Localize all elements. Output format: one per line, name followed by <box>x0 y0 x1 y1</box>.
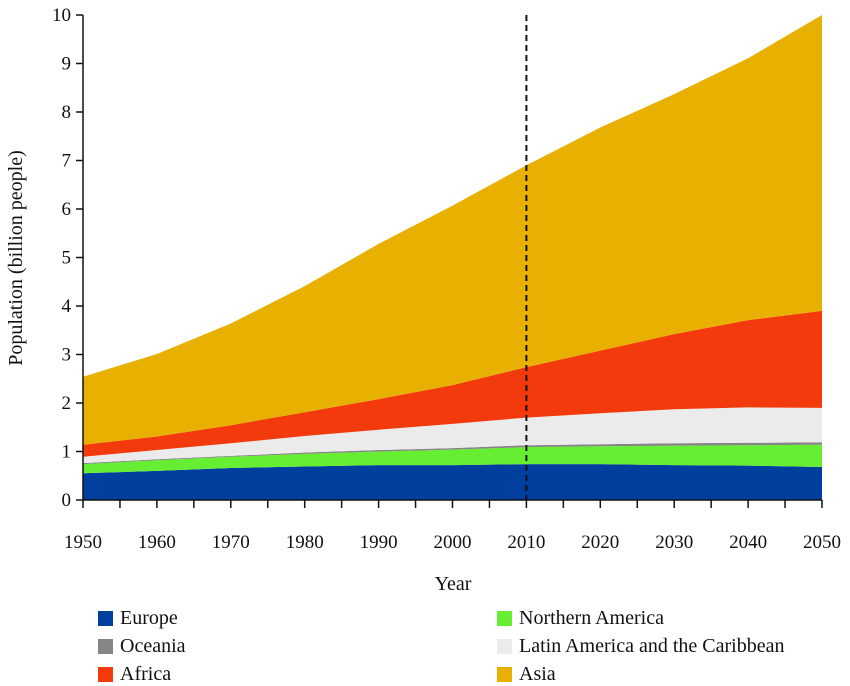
x-tick-label: 2020 <box>581 532 619 553</box>
y-tick-label: 5 <box>62 248 72 269</box>
y-tick-label: 7 <box>62 151 72 172</box>
x-tick-label: 2030 <box>655 532 693 553</box>
x-axis-title: Year <box>435 573 472 595</box>
area-northern-america <box>83 444 822 474</box>
area-series-group <box>83 15 822 500</box>
y-tick-label: 4 <box>62 296 72 317</box>
y-tick-label: 8 <box>62 102 72 123</box>
x-tick-label: 1950 <box>64 532 102 553</box>
x-tick-label: 2010 <box>507 532 545 553</box>
area-europe <box>83 464 822 500</box>
y-tick-label: 3 <box>62 345 72 366</box>
x-tick-label: 2040 <box>729 532 767 553</box>
y-axis-title: Population (billion people) <box>5 150 27 366</box>
area-africa <box>83 310 822 457</box>
x-tick-label: 1990 <box>360 532 398 553</box>
y-tick-label: 9 <box>62 54 72 75</box>
x-tick-label: 1960 <box>138 532 176 553</box>
area-asia <box>83 15 822 445</box>
area-oceania <box>83 442 822 465</box>
y-tick-label: 2 <box>62 393 72 414</box>
x-tick-label: 2000 <box>434 532 472 553</box>
area-latin-america-and-the-caribbean <box>83 407 822 464</box>
y-tick-label: 1 <box>62 442 72 463</box>
x-tick-label: 1970 <box>212 532 250 553</box>
y-tick-label: 0 <box>62 490 72 511</box>
x-tick-label: 2050 <box>803 532 841 553</box>
y-tick-label: 10 <box>52 5 71 26</box>
x-tick-label: 1980 <box>286 532 324 553</box>
y-tick-label: 6 <box>62 199 72 220</box>
axes-group: 0 1 2 3 4 5 6 7 8 9 10 1950 1960 1970 1980 1990 2000 2010… <box>52 5 841 553</box>
